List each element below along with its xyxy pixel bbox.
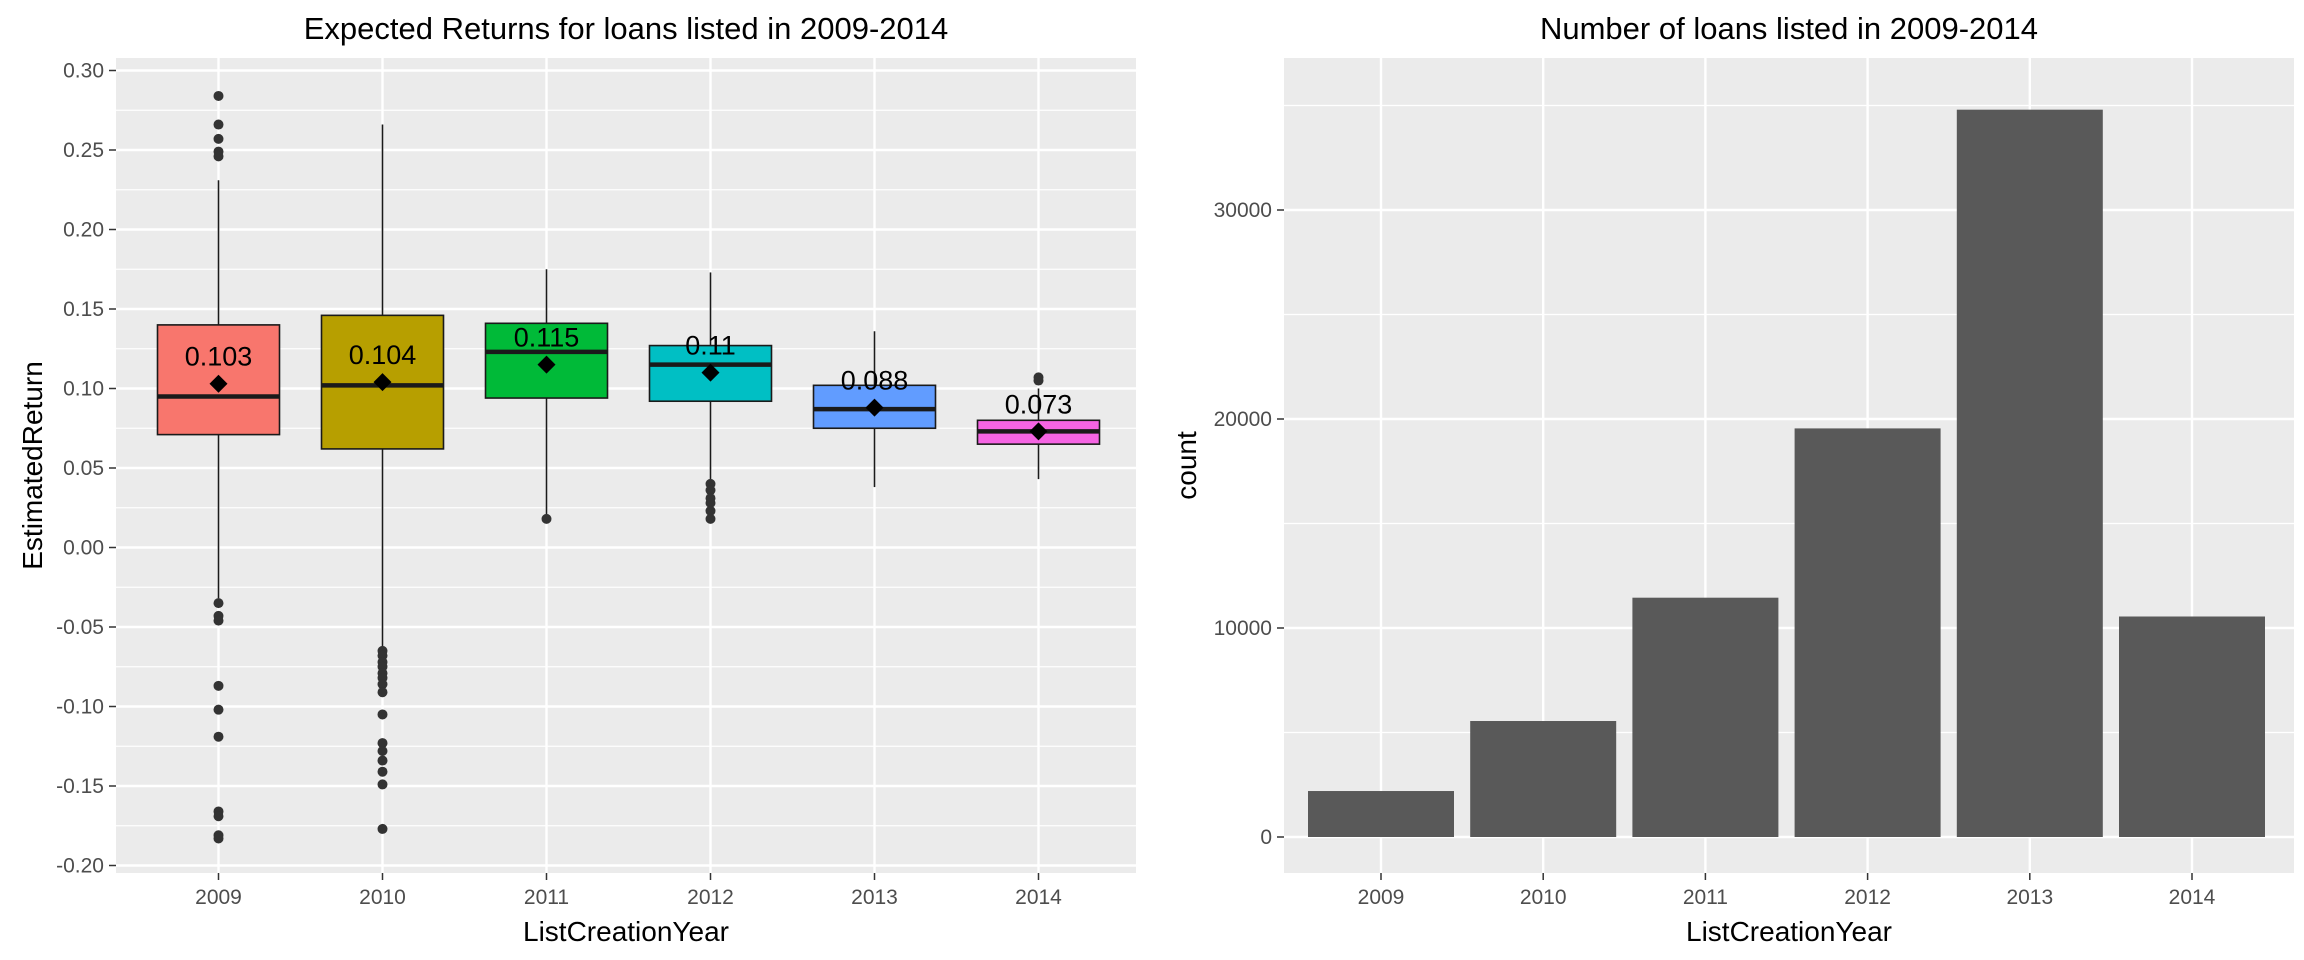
returns-y-tick-label: -0.10	[56, 696, 104, 719]
returns-x-tick-label: 2012	[687, 886, 734, 909]
count-y-tick-label: 30000	[1214, 199, 1272, 222]
returns-y-tick-label: -0.15	[56, 775, 104, 798]
returns-x-tick-labels: 2009 2010 2011 2012 2013 2014	[195, 873, 1062, 909]
returns-y-tick-labels: -0.20 -0.15 -0.10 -0.05 0.00 0.05 0.10 0.15 0.20…	[56, 60, 116, 878]
count-bar-2010	[1470, 721, 1617, 837]
count-x-tick-label: 2012	[1844, 886, 1891, 909]
count-chart-title: Number of loans listed in 2009-2014	[1540, 11, 2038, 46]
box-mean-marker	[209, 374, 228, 393]
box-outlier-point	[213, 90, 224, 101]
box-outlier-point	[377, 766, 388, 777]
returns-chart-title: Expected Returns for loans listed in 200…	[304, 11, 949, 46]
box-outlier-point	[213, 680, 224, 691]
returns-box-marks: 0.103 0.104 0.115 0.11 0.088 0.073	[156, 90, 1101, 844]
box-outlier-point	[213, 151, 224, 162]
returns-x-tick-label: 2009	[195, 886, 242, 909]
box-outlier-point	[377, 755, 388, 766]
box-outlier-point	[377, 746, 388, 757]
loan-count-bar-panel: 0 10000 20000 30000 2009 2010 2011 2012 2013 201…	[1171, 11, 2294, 947]
count-bar-2011	[1632, 597, 1779, 837]
returns-plot-background	[116, 58, 1136, 873]
count-y-axis-title: count	[1171, 431, 1202, 500]
box-outlier-point	[377, 738, 388, 749]
box-outlier-point	[705, 505, 716, 516]
box-outlier-point	[705, 513, 716, 524]
box-mean-marker	[537, 355, 556, 374]
box-outlier-point	[377, 687, 388, 698]
box-iqr	[320, 314, 445, 450]
box-outlier-point	[1033, 375, 1044, 386]
count-x-tick-label: 2013	[2006, 886, 2053, 909]
box-mean-marker	[373, 373, 392, 392]
box-mean-label: 0.104	[349, 340, 417, 370]
box-outlier-point	[377, 779, 388, 790]
count-y-tick-label: 0	[1260, 826, 1272, 849]
box-outlier-point	[541, 513, 552, 524]
box-outlier-point	[377, 679, 388, 690]
box-mean-marker	[1029, 422, 1048, 441]
box-outlier-point	[377, 823, 388, 834]
count-x-tick-label: 2011	[1683, 886, 1728, 909]
count-y-tick-label: 10000	[1214, 617, 1272, 640]
count-y-tick-labels: 0 10000 20000 30000	[1214, 199, 1284, 849]
box-outlier-point	[213, 731, 224, 742]
returns-y-tick-label: 0.00	[63, 537, 104, 560]
returns-y-tick-label: 0.10	[63, 378, 104, 401]
count-y-tick-label: 20000	[1214, 408, 1272, 431]
box-outlier-point	[213, 119, 224, 130]
returns-x-tick-label: 2013	[851, 886, 898, 909]
box-outlier-point	[213, 598, 224, 609]
box-outlier-point	[213, 833, 224, 844]
count-bar-2009	[1308, 791, 1454, 837]
box-mean-label: 0.073	[1005, 389, 1073, 419]
box-outlier-point	[213, 615, 224, 626]
count-bar-marks	[1308, 109, 2265, 838]
box-mean-marker	[701, 363, 720, 382]
box-mean-label: 0.11	[685, 331, 736, 361]
count-x-tick-label: 2014	[2169, 886, 2216, 909]
returns-x-tick-label: 2011	[524, 886, 569, 909]
box-outlier-point	[705, 497, 716, 508]
count-x-axis-title: ListCreationYear	[1686, 916, 1892, 947]
count-bar-2013	[1956, 109, 2103, 838]
box-outlier-point	[213, 133, 224, 144]
count-x-tick-label: 2010	[1520, 886, 1567, 909]
returns-x-axis-title: ListCreationYear	[523, 916, 729, 947]
count-x-tick-label: 2009	[1358, 886, 1405, 909]
returns-y-tick-label: 0.15	[63, 298, 104, 321]
returns-y-tick-label: 0.20	[63, 219, 104, 242]
count-x-tick-labels: 2009 2010 2011 2012 2013 2014	[1358, 873, 2216, 909]
box-mean-marker	[865, 398, 884, 417]
count-bar-2012	[1794, 428, 1941, 837]
box-outlier-point	[377, 709, 388, 720]
box-outlier-point	[213, 704, 224, 715]
box-mean-label: 0.115	[514, 323, 580, 353]
box-outlier-point	[705, 485, 716, 496]
returns-y-tick-label: 0.05	[63, 457, 104, 480]
returns-x-tick-label: 2014	[1015, 886, 1062, 909]
box-mean-label: 0.103	[185, 342, 253, 372]
box-mean-label: 0.088	[841, 366, 909, 396]
returns-x-tick-label: 2010	[359, 886, 406, 909]
count-bar-2014	[2119, 616, 2265, 837]
returns-minor-gridlines	[116, 109, 1136, 827]
returns-y-axis-title: EstimatedReturn	[17, 361, 48, 570]
returns-y-tick-label: -0.05	[56, 616, 104, 639]
returns-y-tick-label: -0.20	[56, 855, 104, 878]
returns-y-tick-label: 0.30	[63, 60, 104, 83]
returns-boxplot-panel: 0.103 0.104 0.115 0.11 0.088 0.073 -0.20 -0.15…	[17, 11, 1136, 947]
box-outlier-point	[213, 811, 224, 822]
returns-y-tick-label: 0.25	[63, 139, 104, 162]
